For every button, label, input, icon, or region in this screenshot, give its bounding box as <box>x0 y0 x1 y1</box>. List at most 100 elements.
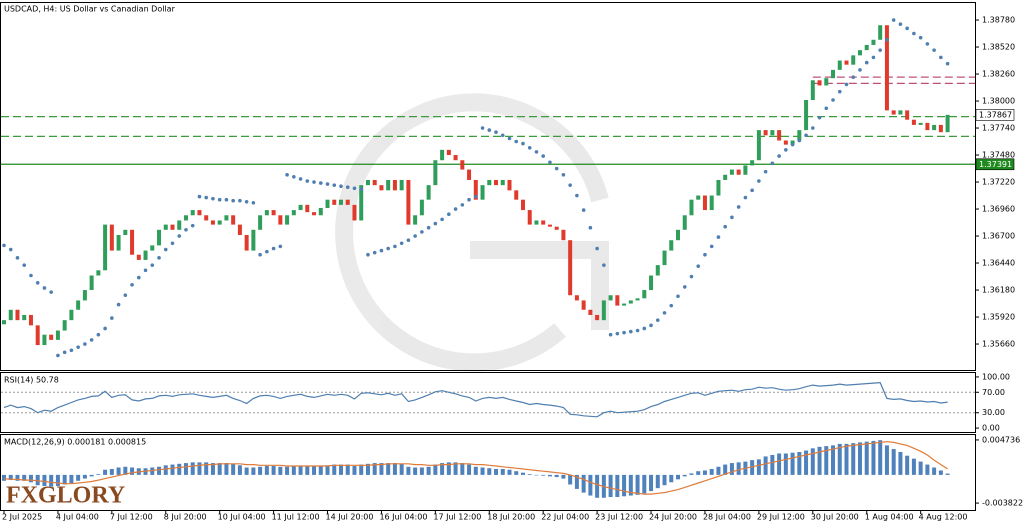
sar-dot <box>440 217 444 222</box>
watermark-arc <box>335 93 609 372</box>
candle <box>736 169 741 175</box>
macd-bar <box>96 474 101 475</box>
macd-bar <box>392 463 397 475</box>
sar-dot <box>42 286 47 290</box>
candle <box>945 114 950 133</box>
macd-bar <box>588 474 593 496</box>
candle <box>669 240 674 251</box>
sar-dot <box>62 350 67 355</box>
macd-bar <box>278 466 283 475</box>
y-tick-label: 100.00 <box>982 372 1010 381</box>
candle <box>500 179 505 186</box>
sar-dot <box>177 234 182 238</box>
sar-dot <box>480 126 485 130</box>
sar-dot <box>224 197 229 202</box>
x-tick-label: 2 Jul 2025 <box>2 513 42 522</box>
macd-bar <box>264 466 269 475</box>
macd-bar <box>8 474 13 481</box>
sar-dot <box>602 263 606 267</box>
candle <box>581 300 586 310</box>
sar-dot <box>891 18 896 22</box>
macd-bar <box>150 467 155 475</box>
candle <box>750 160 755 166</box>
macd-bar <box>224 463 229 475</box>
sar-dot <box>885 37 889 42</box>
x-tick-label: 16 Jul 04:00 <box>379 513 427 522</box>
macd-bar <box>318 466 323 475</box>
macd-bar <box>312 466 317 475</box>
candle <box>541 220 546 225</box>
candle <box>82 290 87 301</box>
macd-bar <box>386 463 391 475</box>
candle <box>554 226 559 230</box>
macd-bar <box>76 474 81 481</box>
sar-dot <box>143 268 148 273</box>
sar-dot <box>137 275 141 280</box>
sar-dot <box>918 35 923 40</box>
sar-dot <box>258 252 262 257</box>
candle <box>507 179 512 191</box>
candle <box>797 130 802 141</box>
candle <box>878 25 883 40</box>
candle <box>857 50 862 56</box>
macd-bar <box>676 474 680 480</box>
candle <box>487 179 492 186</box>
sar-dot <box>426 225 431 230</box>
macd-bar <box>480 467 485 475</box>
candle <box>810 80 815 100</box>
sar-dot <box>655 318 660 322</box>
macd-bar <box>527 474 532 475</box>
candle <box>217 220 222 225</box>
macd-bar <box>507 469 512 475</box>
candle <box>177 220 182 230</box>
macd-bar <box>42 474 47 486</box>
candle <box>574 295 579 301</box>
candle <box>89 275 94 291</box>
candle <box>291 210 296 216</box>
sar-dot <box>420 230 424 234</box>
sar-dot <box>217 197 222 202</box>
sar-dot <box>359 187 364 192</box>
rsi-line <box>3 381 948 418</box>
y-tick-label: 1.36960 <box>982 205 1015 214</box>
sar-dot <box>103 326 107 331</box>
macd-bar <box>157 466 162 475</box>
candle <box>103 224 108 271</box>
candle <box>729 169 734 175</box>
macd-bar <box>109 468 114 475</box>
candle <box>285 215 290 225</box>
sar-dot <box>379 248 384 253</box>
macd-bar <box>884 445 889 475</box>
sar-dot <box>797 138 802 143</box>
candle <box>264 210 269 216</box>
x-tick-label: 10 Jul 04:00 <box>218 513 266 522</box>
sar-dot <box>238 198 242 203</box>
candle <box>325 199 330 208</box>
sar-dot <box>244 199 249 204</box>
macd-bar <box>467 464 472 475</box>
candle <box>298 204 303 211</box>
x-tick-label: 4 Jul 04:00 <box>56 513 99 522</box>
macd-bar <box>197 462 202 475</box>
macd-bar <box>871 440 876 475</box>
sar-dot <box>831 98 835 102</box>
candle <box>709 195 714 211</box>
macd-bar <box>541 474 546 476</box>
candle <box>204 215 209 221</box>
candle <box>143 250 148 260</box>
candle <box>210 220 215 225</box>
sar-dot <box>339 184 343 188</box>
macd-bar <box>702 470 707 475</box>
sar-dot <box>22 263 27 267</box>
macd-bar <box>399 463 404 475</box>
candle <box>244 234 249 251</box>
candle <box>433 160 438 186</box>
sar-dot <box>588 225 593 230</box>
candle <box>871 39 876 45</box>
sar-dot <box>29 273 33 278</box>
sar-dot <box>35 280 40 285</box>
candle <box>237 224 242 235</box>
candle <box>224 215 229 221</box>
macd-bar <box>857 442 862 475</box>
macd-bar <box>446 462 451 475</box>
